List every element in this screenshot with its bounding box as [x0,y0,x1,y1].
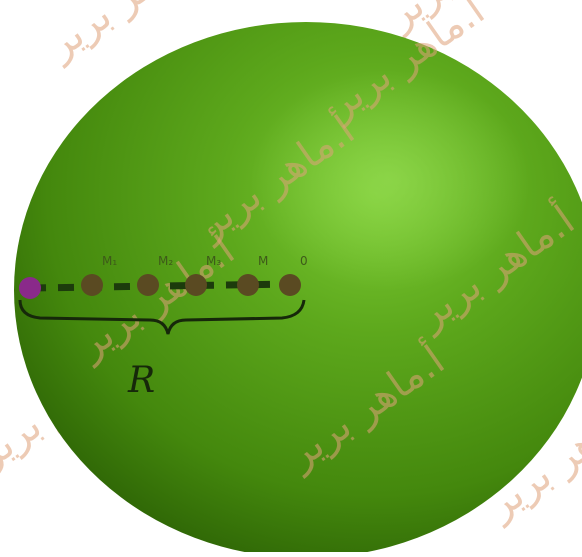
radius-point [185,274,207,296]
radius-dashed-line [29,280,293,292]
point-label: 0 [300,254,308,268]
point-label: M₁ [102,254,117,268]
surface-point [19,277,41,299]
radius-brace [18,299,306,335]
point-label: M [258,254,268,268]
point-label: M₂ [158,254,173,268]
radius-point [237,274,259,296]
radius-point [279,274,301,296]
point-label: M₃ [206,254,221,268]
points-group: M₁ M₂ M₃ M 0 [19,254,308,299]
sphere-highlight [250,70,530,290]
radius-point [137,274,159,296]
radius-point [81,274,103,296]
radius-label: R [127,360,155,401]
